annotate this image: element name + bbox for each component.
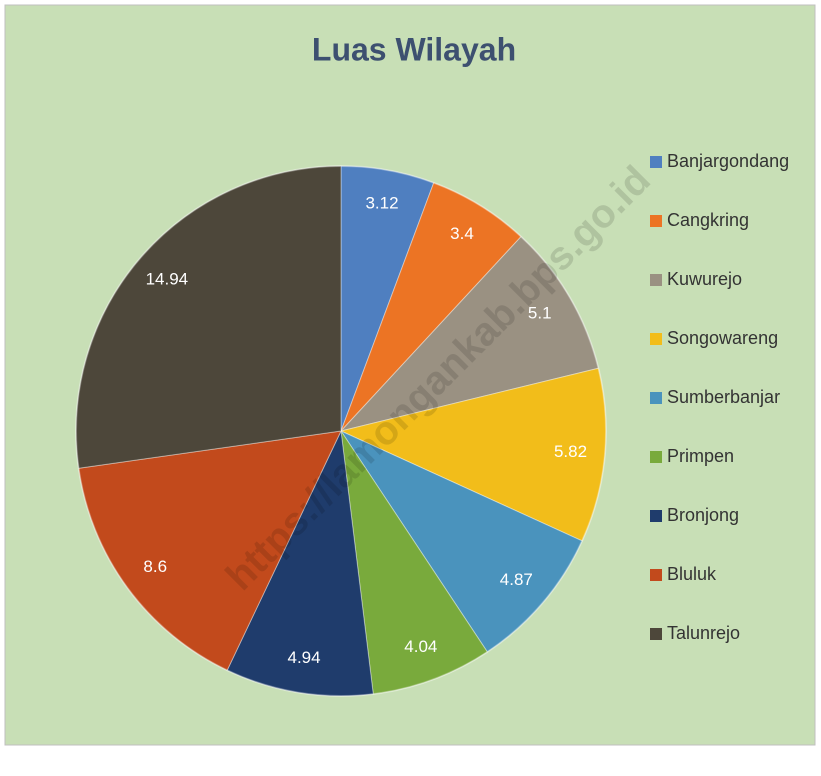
legend-marker bbox=[650, 274, 662, 286]
pie-slice bbox=[75, 165, 342, 469]
legend-marker bbox=[650, 510, 662, 522]
legend-marker bbox=[650, 156, 662, 168]
pie-slice bbox=[339, 235, 600, 432]
data-label: 3.4 bbox=[450, 224, 474, 243]
pie-slice bbox=[78, 430, 342, 671]
legend-marker bbox=[650, 628, 662, 640]
legend-marker bbox=[650, 392, 662, 404]
data-label: 14.94 bbox=[146, 269, 189, 288]
legend-label: Primpen bbox=[667, 446, 734, 466]
legend-label: Talunrejo bbox=[667, 623, 740, 643]
pie-slice bbox=[339, 367, 607, 542]
data-label: 5.82 bbox=[554, 442, 587, 461]
legend-marker bbox=[650, 569, 662, 581]
pie-slice bbox=[339, 429, 583, 653]
legend-marker bbox=[650, 333, 662, 345]
pie-slice bbox=[340, 182, 522, 432]
pie-slice bbox=[340, 165, 435, 432]
legend-marker bbox=[650, 451, 662, 463]
legend-label: Songowareng bbox=[667, 328, 778, 348]
data-label: 4.87 bbox=[500, 570, 533, 589]
legend-label: Bluluk bbox=[667, 564, 717, 584]
data-label: 3.12 bbox=[365, 194, 398, 213]
data-label: 4.94 bbox=[287, 648, 320, 667]
pie-rim bbox=[75, 165, 607, 697]
legend-label: Banjargondang bbox=[667, 151, 789, 171]
legend-label: Cangkring bbox=[667, 210, 749, 230]
legend-label: Kuwurejo bbox=[667, 269, 742, 289]
legend-label: Sumberbanjar bbox=[667, 387, 780, 407]
chart-title: Luas Wilayah bbox=[312, 31, 516, 67]
legend-label: Bronjong bbox=[667, 505, 739, 525]
data-label: 8.6 bbox=[143, 557, 167, 576]
data-label: 4.04 bbox=[404, 637, 437, 656]
data-label: 5.1 bbox=[528, 304, 552, 323]
legend-marker bbox=[650, 215, 662, 227]
pie-slice bbox=[226, 429, 374, 697]
pie-slice bbox=[340, 430, 489, 695]
